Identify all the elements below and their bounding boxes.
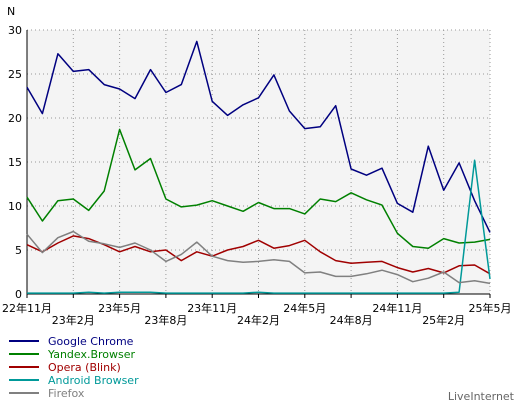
liveinternet-brand: LiveInternet xyxy=(448,390,515,403)
y-tick-label-3: 15 xyxy=(8,156,22,169)
x-tick-label-7: 24年8月 xyxy=(330,313,373,327)
legend-label-1: Yandex.Browser xyxy=(47,348,136,361)
y-tick-label-5: 25 xyxy=(8,68,22,81)
x-tick-label-0: 22年11月 xyxy=(2,301,52,315)
y-tick-label-4: 20 xyxy=(8,112,22,125)
x-tick-label-3: 23年8月 xyxy=(144,313,187,327)
series-lines xyxy=(26,40,491,294)
series-line-3 xyxy=(27,159,491,294)
series-line-2 xyxy=(26,235,491,275)
x-tick-label-10: 25年5月 xyxy=(469,301,512,315)
x-tick-label-1: 23年2月 xyxy=(52,313,95,327)
series-line-0 xyxy=(26,40,491,233)
y-tick-label-2: 10 xyxy=(8,200,22,213)
x-tick-label-5: 24年2月 xyxy=(237,313,280,327)
series-line-4 xyxy=(26,230,491,285)
grid xyxy=(27,29,491,294)
series-line-1 xyxy=(26,128,491,249)
y-tick-label-1: 5 xyxy=(15,244,22,257)
legend-label-2: Opera (Blink) xyxy=(48,361,121,374)
x-tick-label-9: 25年2月 xyxy=(422,313,465,327)
x-tick-label-2: 23年5月 xyxy=(98,301,141,315)
x-tick-label-8: 24年11月 xyxy=(372,301,422,315)
y-ticks: 0 5 10 15 20 25 30 xyxy=(8,24,22,301)
y-tick-label-0: 0 xyxy=(15,288,22,301)
legend-label-4: Firefox xyxy=(48,387,85,400)
legend-label-3: Android Browser xyxy=(48,374,139,387)
x-tick-label-6: 24年5月 xyxy=(283,301,326,315)
y-tick-label-6: 30 xyxy=(8,24,22,37)
legend-label-0: Google Chrome xyxy=(48,335,134,348)
y-axis-title: N xyxy=(7,5,15,18)
x-tick-label-4: 23年11月 xyxy=(187,301,237,315)
